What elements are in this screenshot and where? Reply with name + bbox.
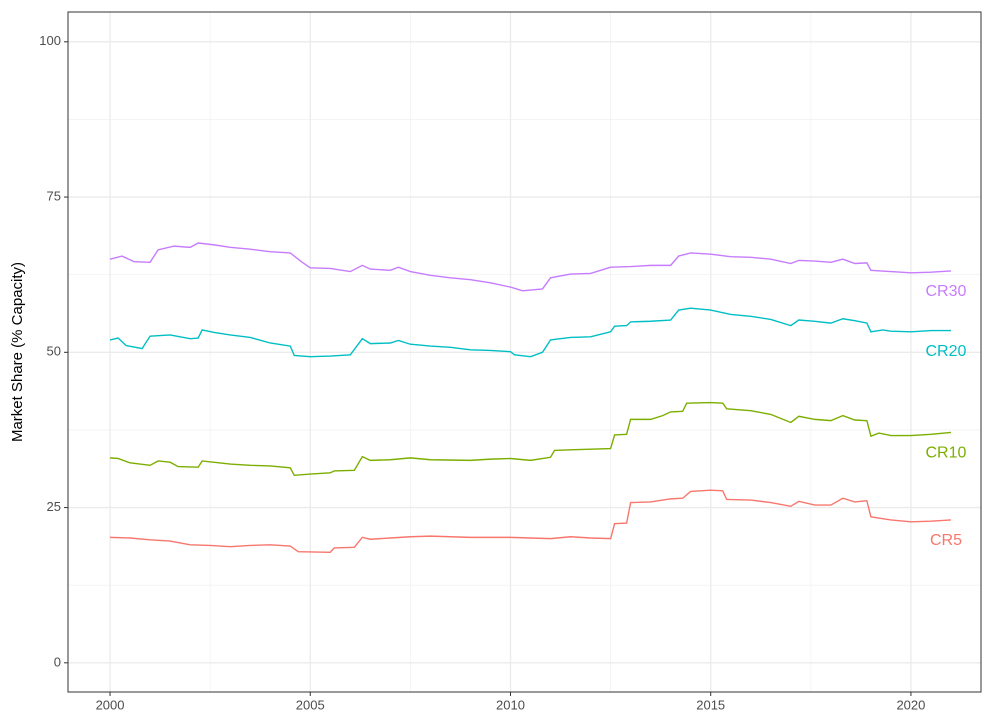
x-tick-label: 2005 [296,697,325,712]
series-label: CR30 [926,283,967,300]
x-tick-label: 2020 [896,697,925,712]
x-tick-label: 2000 [96,697,125,712]
x-tick-label: 2015 [696,697,725,712]
line [109,307,951,358]
series-label: CR20 [926,343,967,360]
y-axis-title: Market Share (% Capacity) [9,262,26,442]
line [110,489,952,553]
x-tick-label: 2010 [496,697,525,712]
line [109,242,952,292]
line [109,401,952,477]
y-tick-label: 100 [39,33,61,48]
series-label: CR10 [926,445,967,462]
series-label: CR5 [930,532,962,549]
y-tick-label: 25 [47,499,61,514]
y-tick-label: 75 [47,188,61,203]
panel-border [67,11,982,693]
y-tick-label: 50 [47,344,61,359]
y-tick-label: 0 [54,654,61,669]
